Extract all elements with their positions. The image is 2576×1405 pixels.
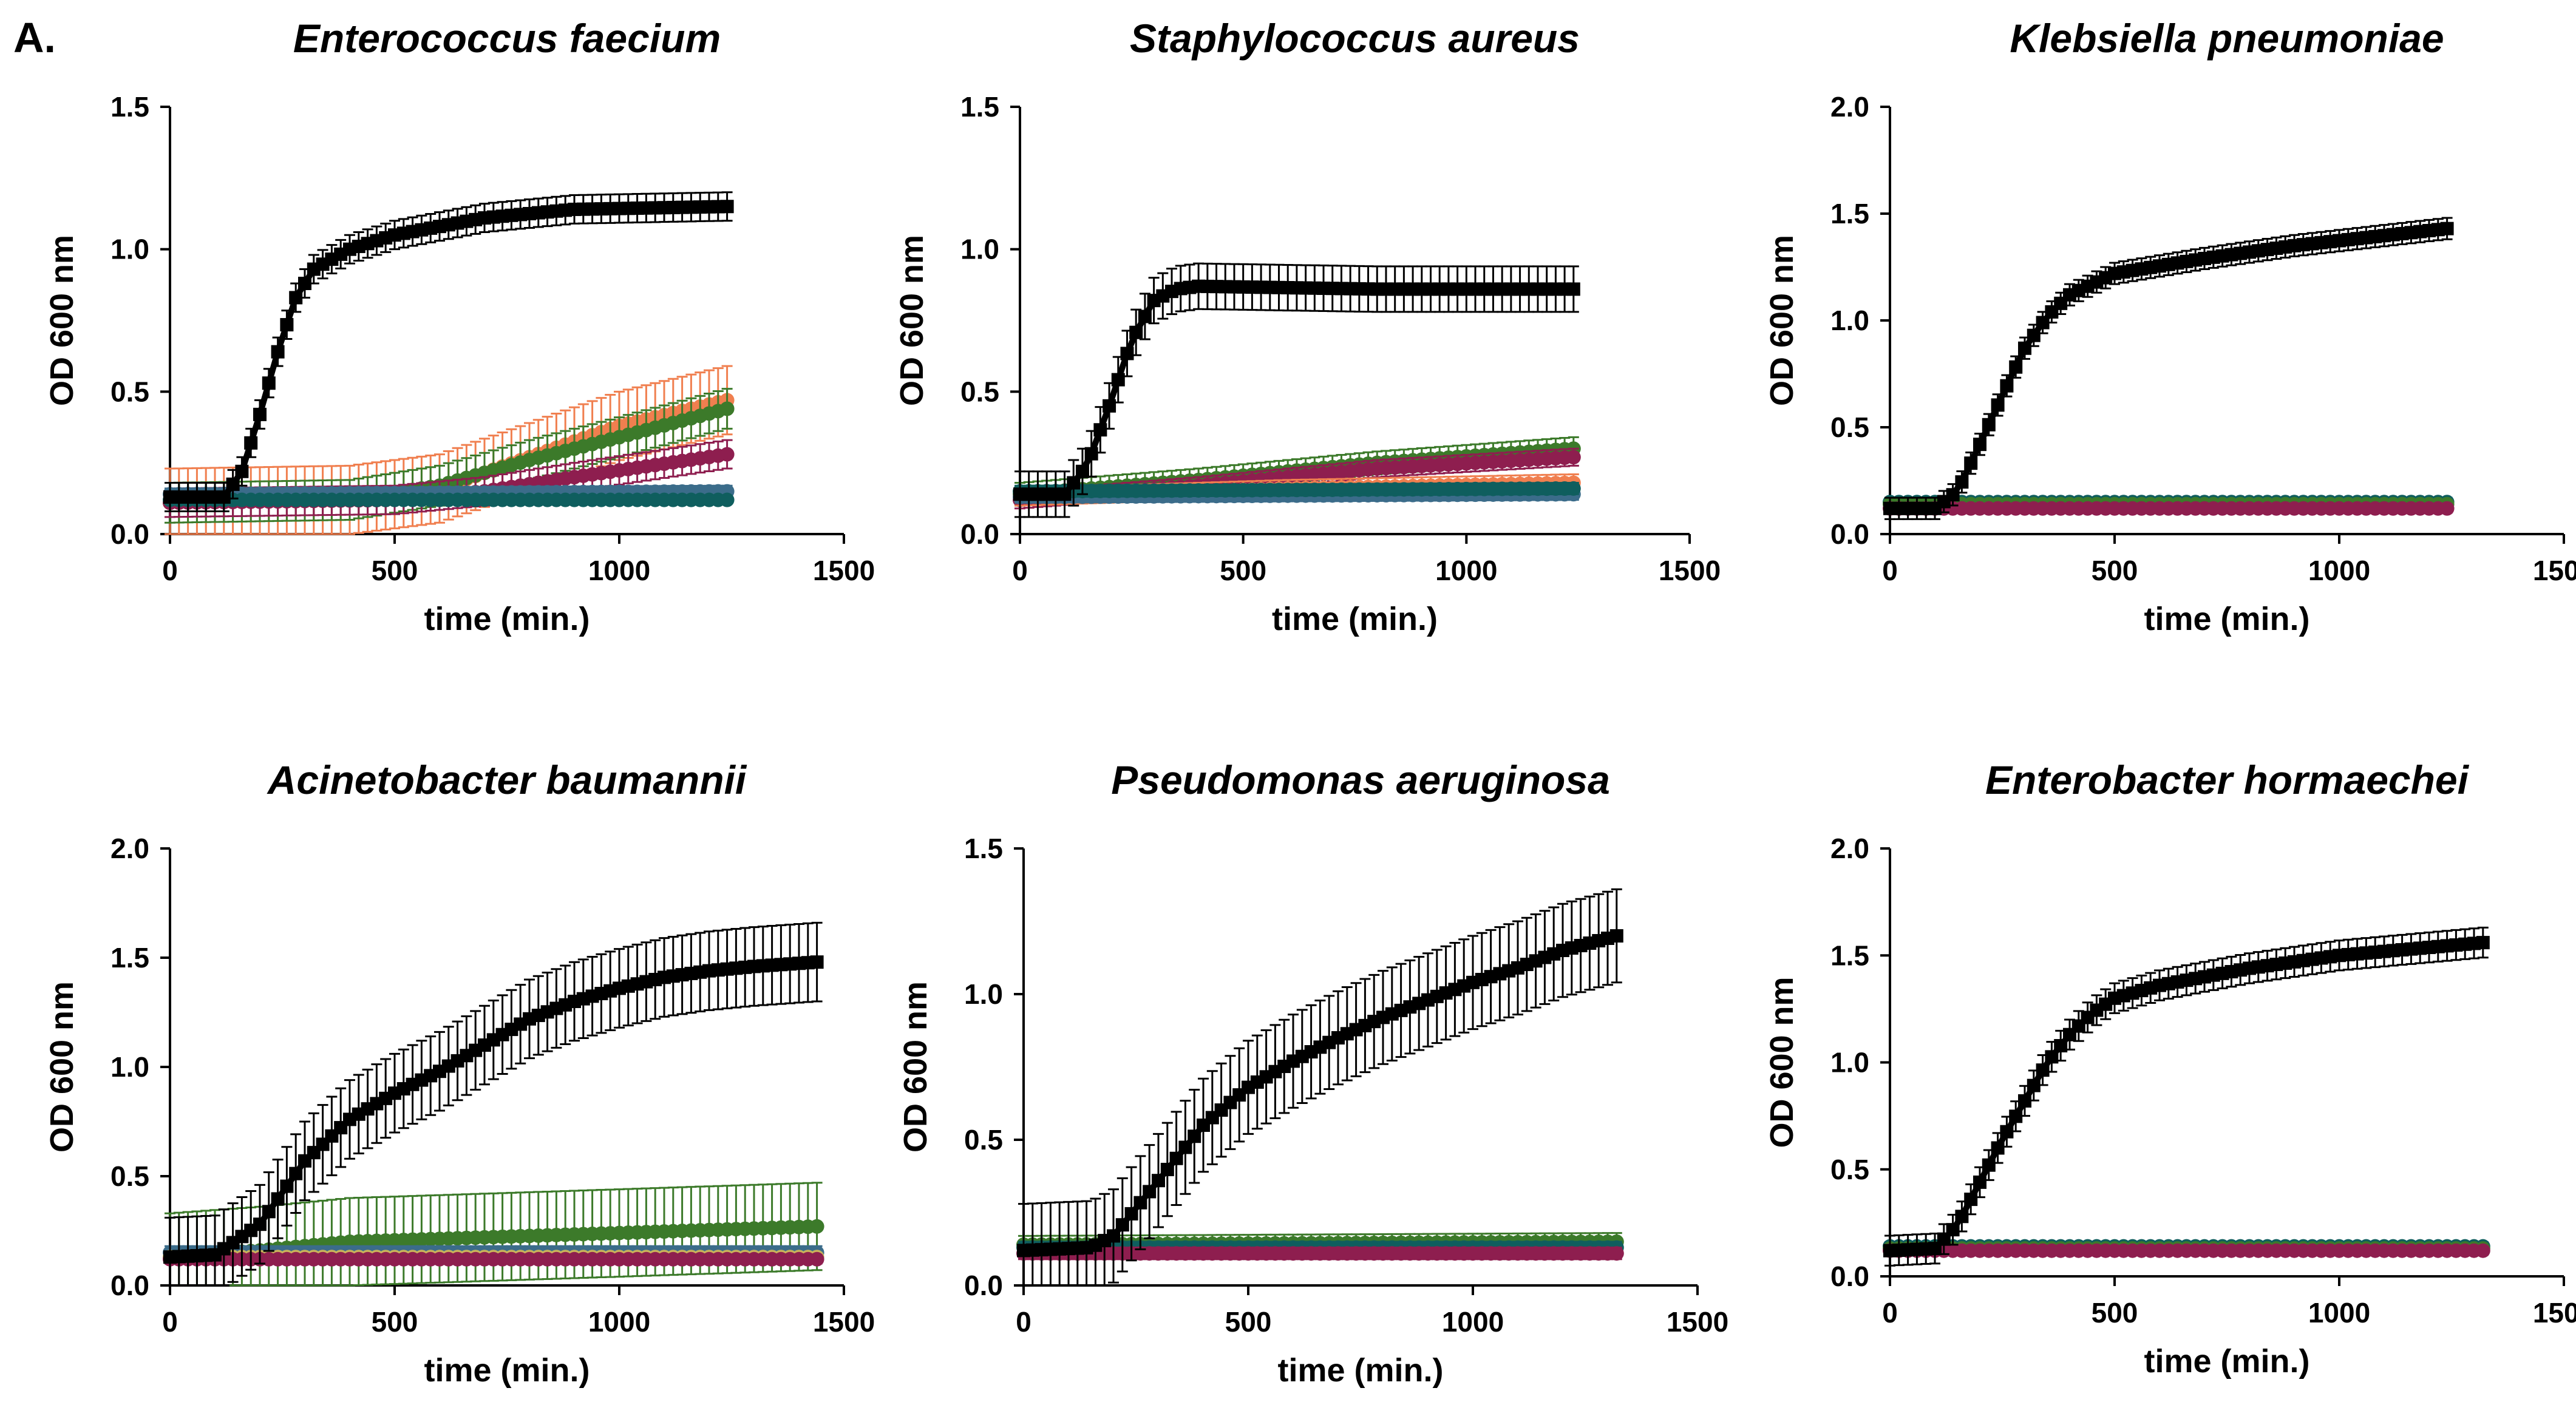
chart-title: Staphylococcus aureus (1130, 16, 1580, 61)
y-axis-label: OD 600 nm (44, 981, 80, 1153)
x-tick-label: 500 (372, 1306, 418, 1338)
x-tick-label: 1000 (588, 555, 650, 586)
y-tick-label: 1.5 (110, 942, 149, 973)
y-tick-label: 1.0 (1830, 305, 1869, 336)
x-tick-label: 1000 (588, 1306, 650, 1338)
series-0 (1883, 218, 2454, 519)
x-tick-label: 0 (162, 1306, 178, 1338)
x-axis-label: time (min.) (1272, 601, 1438, 637)
x-tick-label: 1500 (1659, 555, 1721, 586)
y-tick-label: 0.5 (110, 1160, 149, 1192)
y-axis-label: OD 600 nm (894, 235, 930, 406)
chart-4: Acinetobacter baumannii 0.0 0.5 1.0 1.5 2.0 0 5… (44, 757, 875, 1389)
y-axis-label: OD 600 nm (44, 235, 80, 406)
chart-title: Enterococcus faecium (293, 16, 721, 61)
y-tick-label: 1.5 (960, 91, 999, 123)
y-tick-label: 0.0 (110, 1270, 149, 1301)
x-tick-label: 500 (2092, 555, 2138, 586)
chart-2: Staphylococcus aureus 0.0 0.5 1.0 1.5 0 500 100… (894, 16, 1721, 637)
x-tick-label: 1000 (1435, 555, 1497, 586)
panel-label: A. (13, 13, 56, 62)
series-3 (1883, 501, 2455, 516)
x-tick-label: 0 (1882, 555, 1898, 586)
x-tick-label: 1500 (813, 555, 875, 586)
x-tick-label: 0 (1012, 555, 1028, 586)
x-tick-label: 500 (372, 555, 418, 586)
x-tick-label: 1500 (2533, 555, 2576, 586)
x-tick-label: 500 (1220, 555, 1266, 586)
y-tick-label: 0.0 (110, 518, 149, 550)
y-tick-label: 0.0 (960, 518, 999, 550)
x-axis-label: time (min.) (424, 601, 590, 637)
chart-1: Enterococcus faecium 0.0 0.5 1.0 1.5 0 500 1000… (44, 16, 875, 637)
x-tick-label: 0 (162, 555, 178, 586)
chart-title: Klebsiella pneumoniae (2010, 16, 2444, 61)
y-tick-label: 2.0 (1830, 91, 1869, 123)
y-tick-label: 1.0 (960, 234, 999, 265)
y-tick-label: 0.5 (1830, 411, 1869, 443)
x-tick-label: 1000 (2308, 555, 2370, 586)
y-tick-label: 2.0 (110, 833, 149, 864)
y-tick-label: 1.5 (110, 91, 149, 123)
series-1 (163, 1183, 824, 1285)
chart-title: Acinetobacter baumannii (267, 757, 747, 802)
chart-3: Klebsiella pneumoniae 0.0 0.5 1.0 1.5 2.0 0 500… (1764, 16, 2576, 637)
x-tick-label: 1500 (813, 1306, 875, 1338)
y-tick-label: 0.5 (960, 376, 999, 407)
y-tick-label: 1.0 (110, 1051, 149, 1083)
x-axis-label: time (min.) (2144, 601, 2309, 637)
y-axis-label: OD 600 nm (1764, 235, 1800, 406)
series-5 (163, 493, 735, 507)
y-tick-label: 1.5 (1830, 198, 1869, 229)
y-tick-label: 0.0 (1830, 518, 1869, 550)
x-axis-label: time (min.) (424, 1352, 590, 1389)
series-line (1020, 489, 1574, 492)
y-tick-label: 0.5 (110, 376, 149, 407)
y-tick-label: 1.0 (110, 234, 149, 265)
